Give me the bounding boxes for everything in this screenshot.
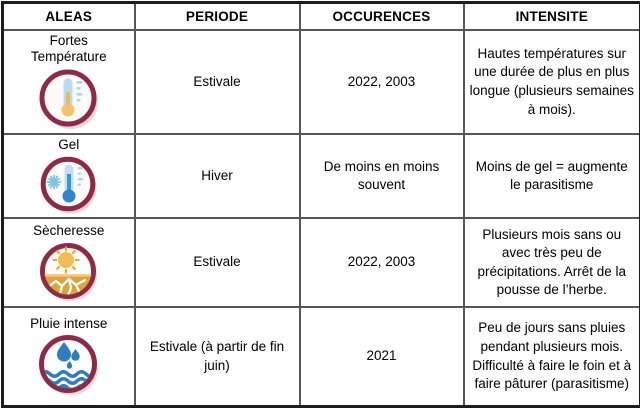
cell-periode: Estivale (à partir de fin juin) bbox=[135, 307, 300, 406]
heavy-rain-icon bbox=[37, 333, 101, 397]
cell-intensite: Moins de gel = augmente le parasitisme bbox=[464, 134, 640, 218]
table-row-heat: Fortes Température bbox=[3, 30, 640, 135]
table-row-frost: Gel bbox=[3, 134, 640, 218]
header-occurences: OCCURENCES bbox=[300, 3, 464, 30]
cell-periode: Hiver bbox=[135, 134, 300, 218]
table-header-row: ALEAS PERIODE OCCURENCES INTENSITE bbox=[3, 3, 640, 30]
cell-alea-drought: Sècheresse bbox=[3, 218, 135, 307]
alea-label: Pluie intense bbox=[30, 316, 107, 333]
thermometer-cold-icon bbox=[39, 155, 99, 215]
drought-sun-icon bbox=[38, 241, 100, 303]
cell-alea-frost: Gel bbox=[3, 134, 135, 218]
cell-intensite: Plusieurs mois sans ou avec très peu de … bbox=[464, 218, 640, 307]
thermometer-hot-icon bbox=[37, 67, 101, 131]
sun-icon bbox=[53, 247, 78, 272]
table-row-drought: Sècheresse bbox=[3, 218, 640, 307]
header-periode: PERIODE bbox=[135, 3, 300, 30]
cell-intensite: Hautes températures sur une durée de plu… bbox=[464, 30, 640, 135]
cell-intensite: Peu de jours sans pluies pendant plusieu… bbox=[464, 307, 640, 406]
cell-periode: Estivale bbox=[135, 30, 300, 135]
table-row-rain: Pluie intense bbox=[3, 307, 640, 406]
cell-occurences: 2021 bbox=[300, 307, 464, 406]
cell-alea-heat: Fortes Température bbox=[3, 30, 135, 135]
cell-occurences: 2022, 2003 bbox=[300, 30, 464, 135]
header-aleas: ALEAS bbox=[3, 3, 135, 30]
cell-occurences: De moins en moins souvent bbox=[300, 134, 464, 218]
alea-label: Fortes Température bbox=[10, 33, 128, 67]
cell-alea-rain: Pluie intense bbox=[3, 307, 135, 406]
cell-periode: Estivale bbox=[135, 218, 300, 307]
alea-label: Sècheresse bbox=[33, 223, 104, 240]
alea-label: Gel bbox=[58, 137, 79, 154]
cell-occurences: 2022, 2003 bbox=[300, 218, 464, 307]
header-intensite: INTENSITE bbox=[464, 3, 640, 30]
